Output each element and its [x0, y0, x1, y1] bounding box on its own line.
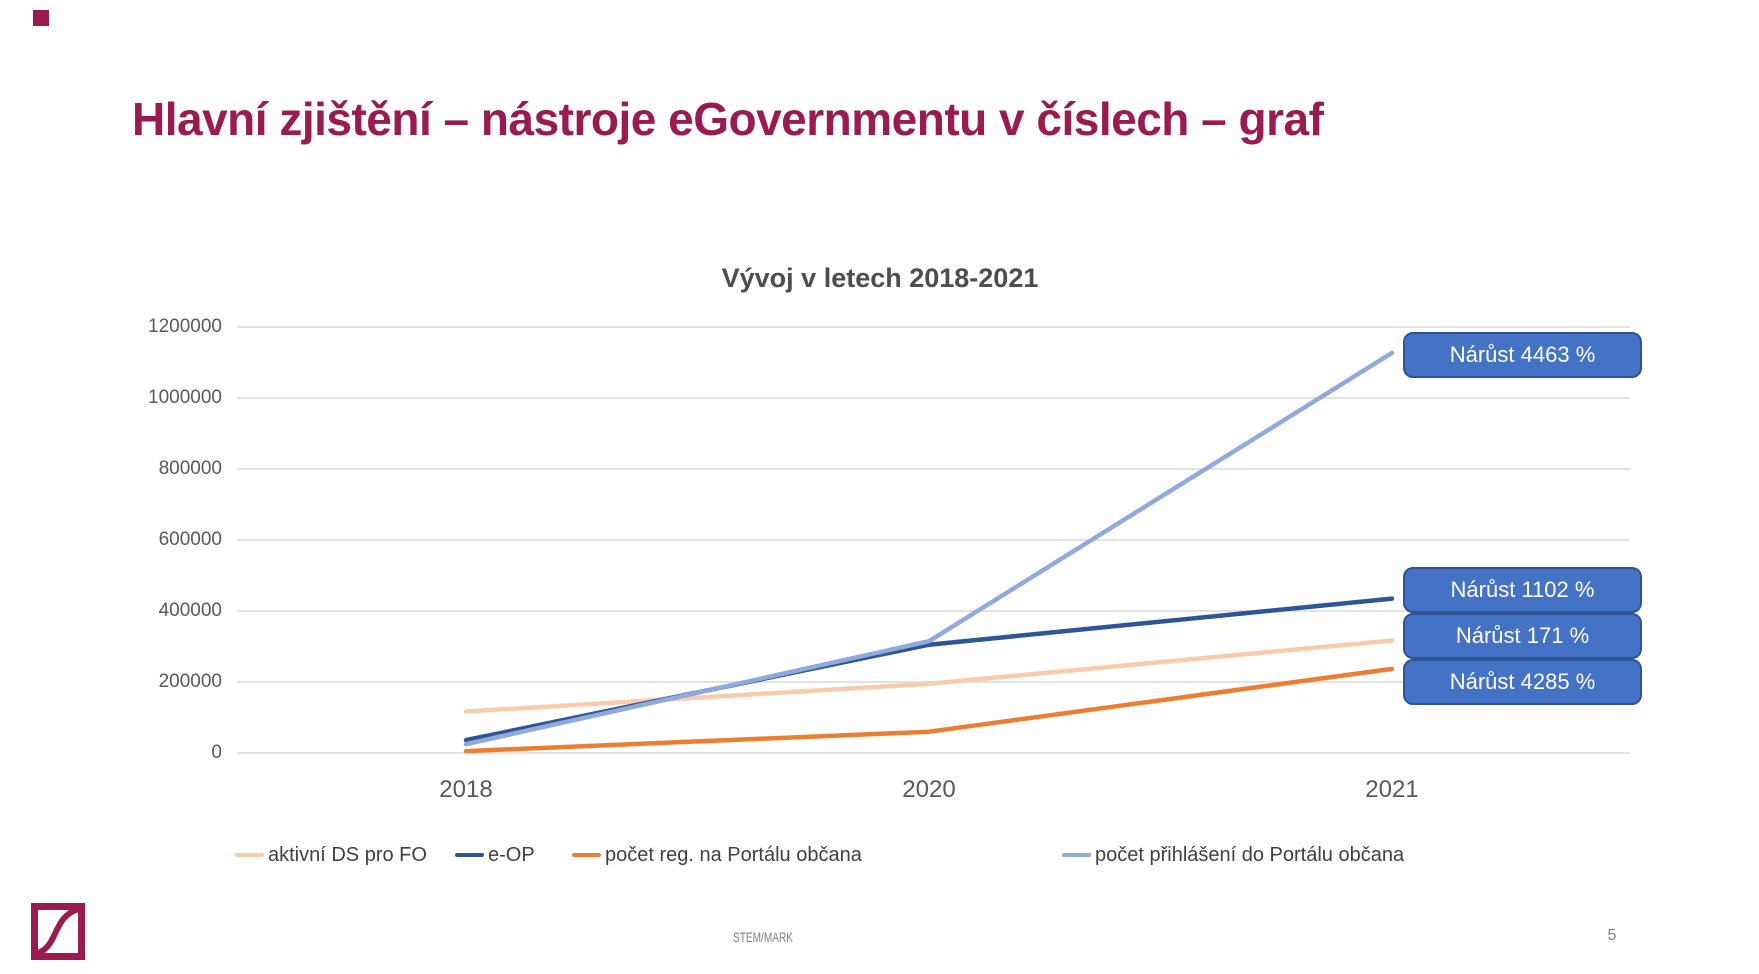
legend-swatch	[235, 853, 264, 857]
footer-text: STEM/MARK	[733, 929, 793, 945]
legend-item: e-OP	[455, 840, 535, 870]
legend-label: počet přihlášení do Portálu občana	[1095, 843, 1405, 866]
annotation-badge: Nárůst 4285 %	[1403, 659, 1642, 705]
legend-item: počet reg. na Portálu občana	[572, 840, 862, 870]
y-axis-tick: 200000	[158, 671, 222, 692]
chart-legend: aktivní DS pro FO e-OP počet reg. na Portá…	[0, 840, 1759, 870]
series-line-3	[463, 350, 1395, 747]
series-line-1	[463, 596, 1395, 743]
y-axis-tick: 800000	[158, 458, 222, 479]
annotation-badge: Nárůst 4463 %	[1403, 332, 1642, 378]
series-line-2	[463, 666, 1395, 754]
legend-item: aktivní DS pro FO	[235, 840, 427, 870]
x-axis-tick: 2021	[1365, 776, 1419, 803]
annotation-badge: Nárůst 1102 %	[1403, 567, 1642, 613]
x-axis-tick: 2018	[439, 776, 493, 803]
slide-title: Hlavní zjištění – nástroje eGovernmentu …	[132, 93, 1324, 145]
legend-label: e-OP	[488, 843, 535, 866]
legend-swatch	[455, 853, 484, 857]
legend-label: počet reg. na Portálu občana	[605, 843, 862, 866]
chart-title: Vývoj v letech 2018-2021	[721, 263, 1039, 293]
y-axis-tick: 1000000	[148, 387, 222, 408]
stemmark-logo	[31, 903, 85, 960]
y-axis-tick: 0	[211, 742, 222, 763]
legend-item: počet přihlášení do Portálu občana	[1062, 840, 1404, 870]
series-line-0	[463, 638, 1395, 714]
y-axis-tick: 400000	[158, 600, 222, 621]
legend-swatch	[1062, 853, 1091, 857]
page-number: 5	[1607, 927, 1617, 944]
y-axis-tick: 600000	[158, 529, 222, 550]
legend-swatch	[572, 853, 601, 857]
corner-accent-square	[33, 10, 49, 26]
annotation-badge: Nárůst 171 %	[1403, 613, 1642, 659]
y-axis-tick: 1200000	[148, 316, 222, 337]
logo-curve	[36, 906, 80, 956]
x-axis-tick: 2020	[902, 776, 956, 803]
legend-label: aktivní DS pro FO	[268, 843, 427, 866]
